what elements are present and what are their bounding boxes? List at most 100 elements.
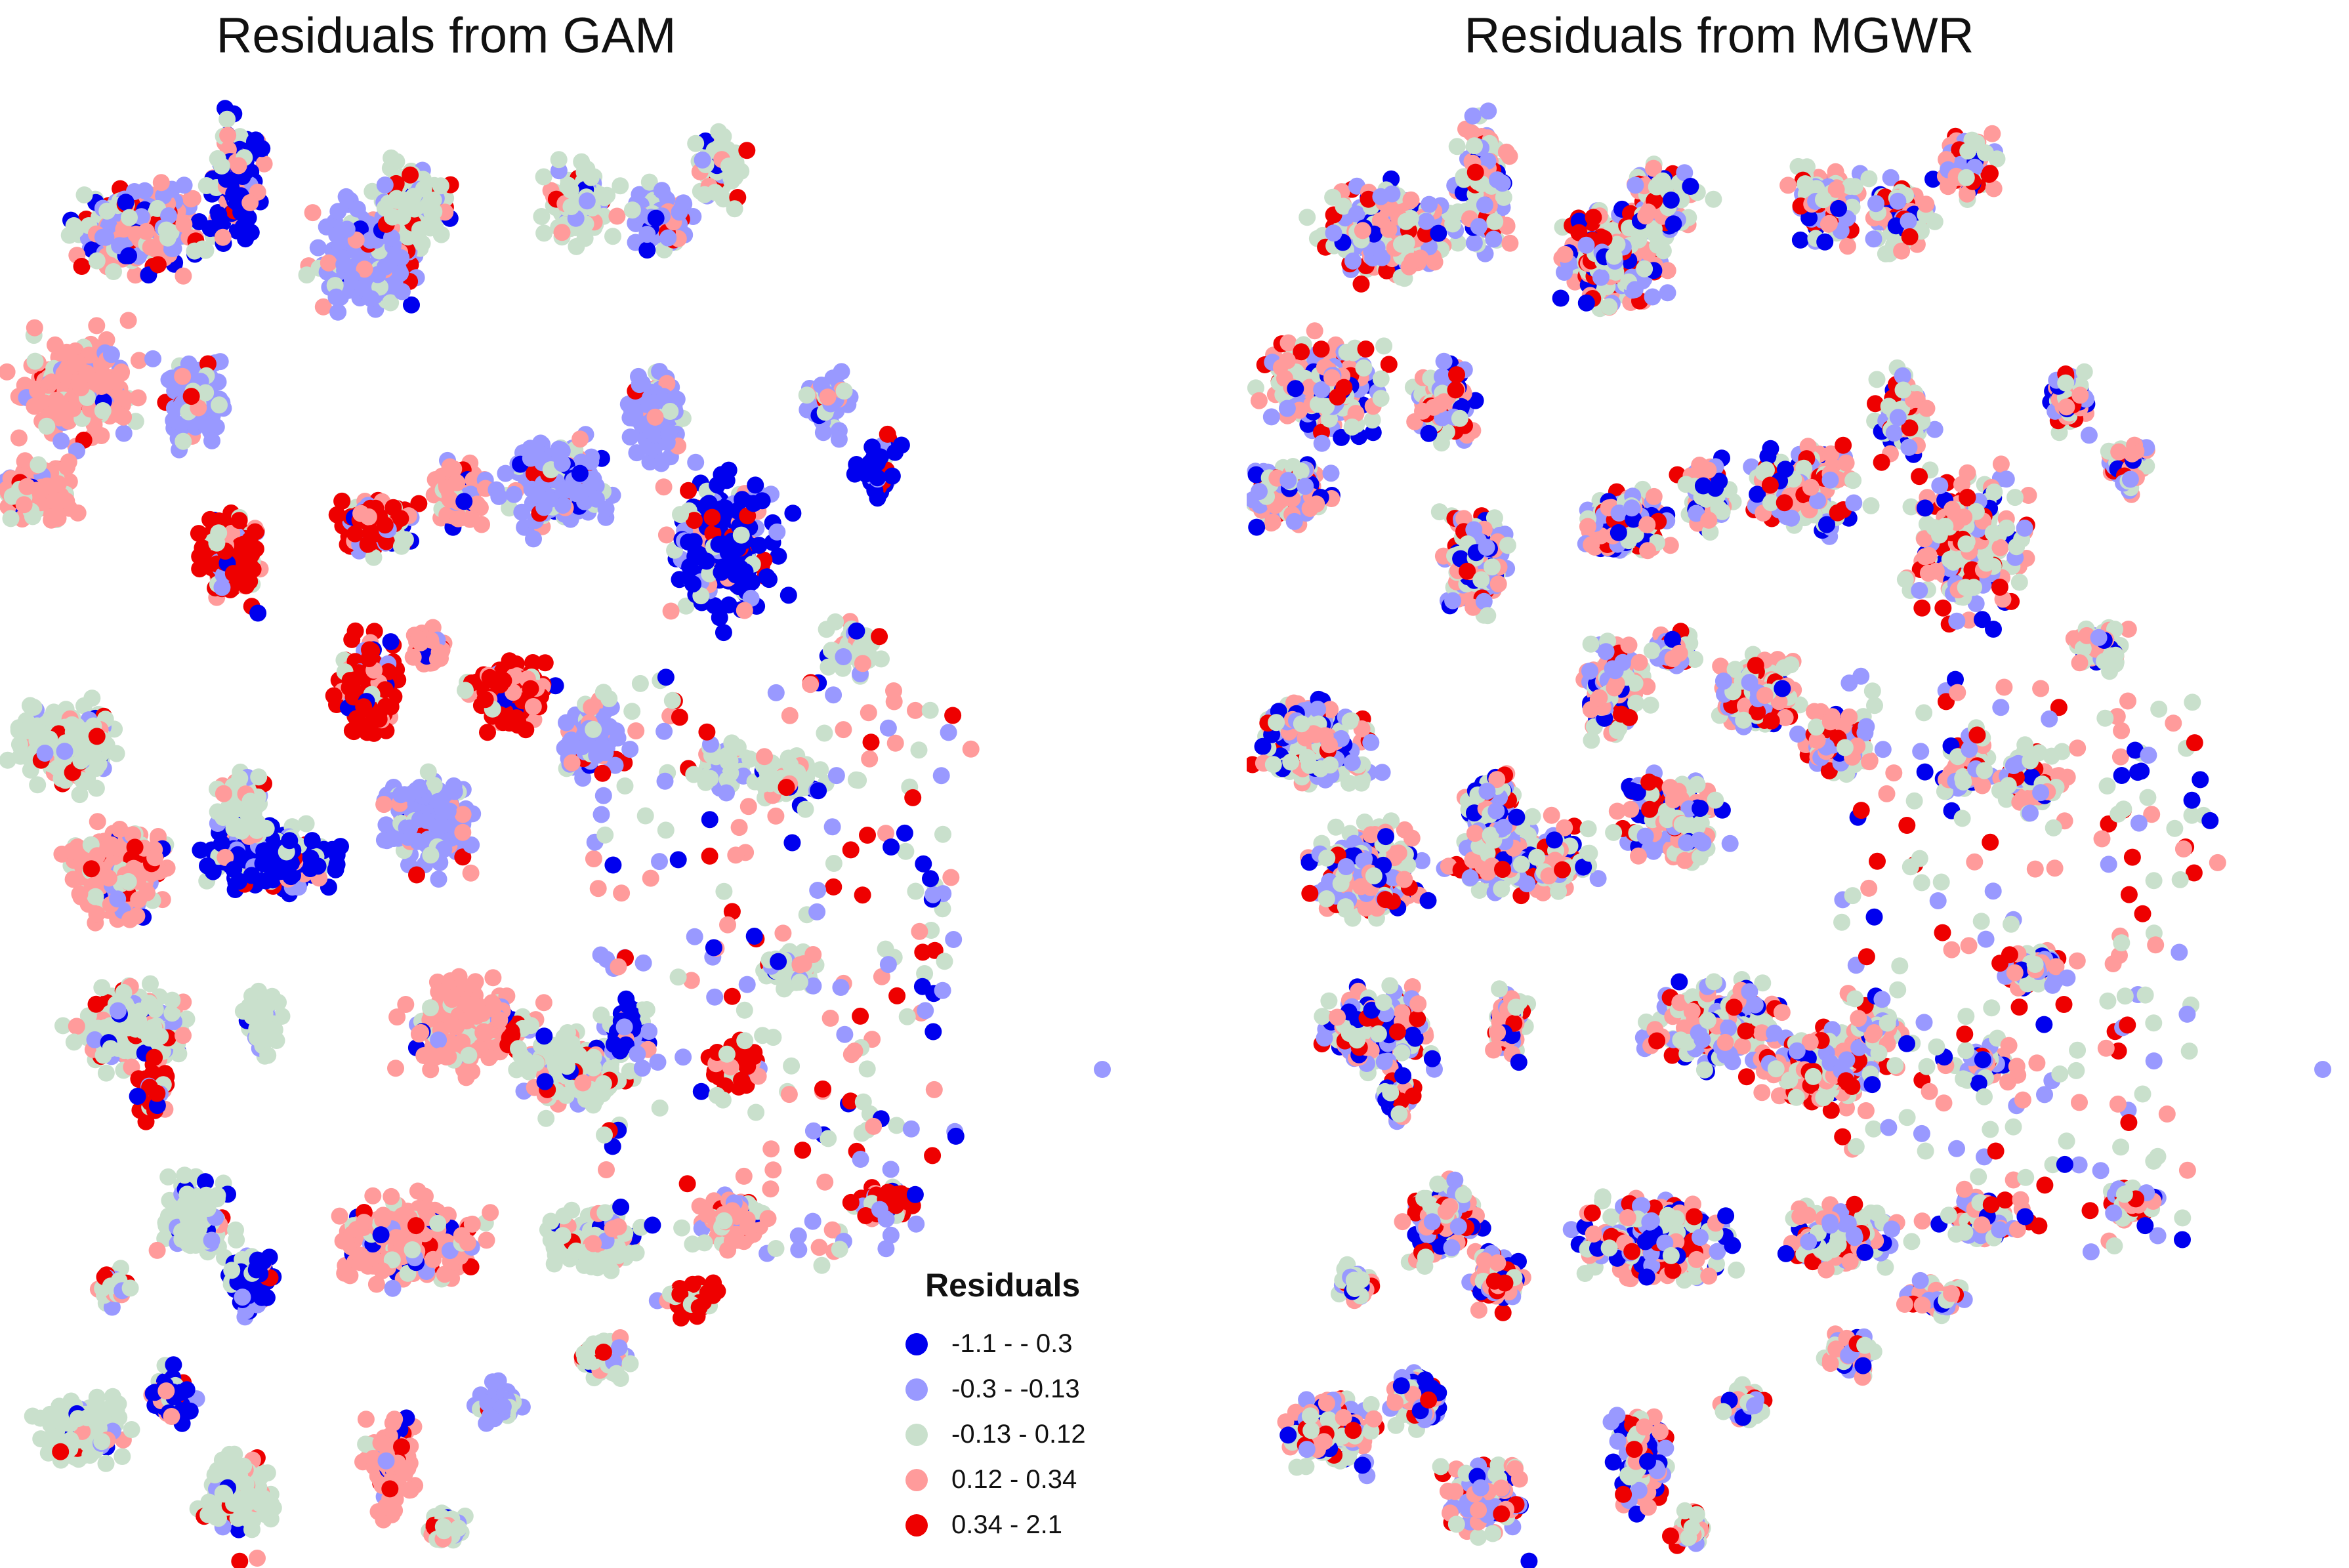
residual-point (335, 256, 353, 273)
residual-point (65, 217, 83, 234)
residual-point (553, 455, 571, 472)
residual-point (726, 200, 743, 218)
residual-point (623, 201, 641, 219)
residual-point (662, 602, 680, 620)
residual-point (232, 537, 249, 554)
residual-point (93, 979, 111, 997)
residual-point (382, 294, 400, 312)
residual-point (383, 229, 400, 247)
residual-point (83, 860, 100, 878)
residual-point (348, 200, 366, 218)
residual-point (879, 425, 896, 443)
residual-point (314, 298, 332, 316)
gam-map-title: Residuals from GAM (216, 8, 676, 64)
residual-point (738, 142, 756, 159)
residual-point (377, 697, 394, 715)
residual-point (376, 176, 394, 194)
residual-point (231, 770, 249, 787)
residual-point (621, 741, 639, 758)
residual-point (127, 266, 144, 284)
residual-point (576, 230, 594, 247)
residual-point (791, 974, 808, 991)
residual-point (430, 1031, 447, 1049)
residual-point (70, 374, 88, 392)
residual-point (535, 224, 553, 242)
residual-point (550, 151, 568, 169)
residual-point (246, 523, 264, 541)
residual-point (2, 510, 20, 527)
residual-point (137, 222, 155, 240)
residual-point (121, 911, 138, 928)
residual-point (440, 1048, 457, 1065)
residual-point (328, 226, 346, 244)
residual-point (535, 994, 552, 1012)
residual-point (121, 209, 138, 226)
residual-point (191, 560, 209, 578)
residual-point (827, 613, 844, 630)
residual-point (681, 558, 699, 575)
residual-point (149, 256, 167, 274)
residual-point (56, 743, 73, 760)
residual-point (152, 174, 170, 192)
residual-point (528, 1054, 545, 1072)
residual-point (582, 169, 600, 186)
residual-point (10, 429, 28, 447)
residual-point (408, 866, 425, 884)
residual-point (409, 630, 427, 648)
residual-point (457, 1069, 475, 1086)
residual-point (231, 128, 249, 146)
residual-point (376, 258, 394, 276)
residual-point (345, 723, 363, 741)
residual-point (430, 983, 447, 1001)
residual-point (160, 207, 178, 224)
residual-point (578, 192, 596, 210)
residual-point (175, 215, 193, 233)
residual-point (111, 821, 129, 838)
residual-point (445, 460, 463, 478)
residual-point (146, 849, 164, 867)
residual-point (694, 151, 711, 169)
residual-point (830, 430, 848, 448)
residual-point (587, 490, 605, 508)
residual-point (537, 1109, 555, 1127)
residual-point (333, 492, 351, 510)
residual-point (251, 999, 269, 1016)
residual-point (848, 622, 865, 640)
residual-point (51, 396, 68, 414)
residual-point (65, 1033, 83, 1051)
residual-point (687, 453, 705, 471)
residual-point (460, 1046, 478, 1064)
residual-point (75, 186, 93, 204)
residual-point (94, 228, 112, 246)
residual-point (87, 995, 105, 1013)
residual-point (130, 891, 148, 909)
residual-point (871, 628, 888, 646)
residual-point (259, 1046, 277, 1064)
residual-point (109, 890, 127, 908)
residual-point (226, 801, 244, 819)
residual-point (133, 208, 150, 226)
residual-point (109, 1002, 127, 1020)
residual-point (652, 455, 670, 472)
residual-point (58, 458, 75, 476)
residual-point (659, 229, 677, 247)
residual-point (98, 202, 116, 220)
residual-point (192, 841, 209, 859)
residual-point (87, 888, 104, 905)
residual-point (680, 482, 697, 499)
residual-point (490, 487, 508, 505)
residual-point (835, 382, 853, 400)
residual-point (71, 885, 89, 903)
residual-point (346, 622, 364, 640)
residual-point (211, 396, 228, 414)
residual-point (703, 508, 721, 526)
residual-point (29, 776, 47, 794)
residual-point (701, 770, 719, 787)
residual-point (462, 864, 480, 882)
residual-point (484, 969, 502, 987)
residual-point (26, 319, 43, 337)
residual-point (455, 493, 473, 510)
residual-point (797, 800, 814, 818)
residual-point (438, 478, 455, 496)
residual-point (715, 624, 732, 642)
